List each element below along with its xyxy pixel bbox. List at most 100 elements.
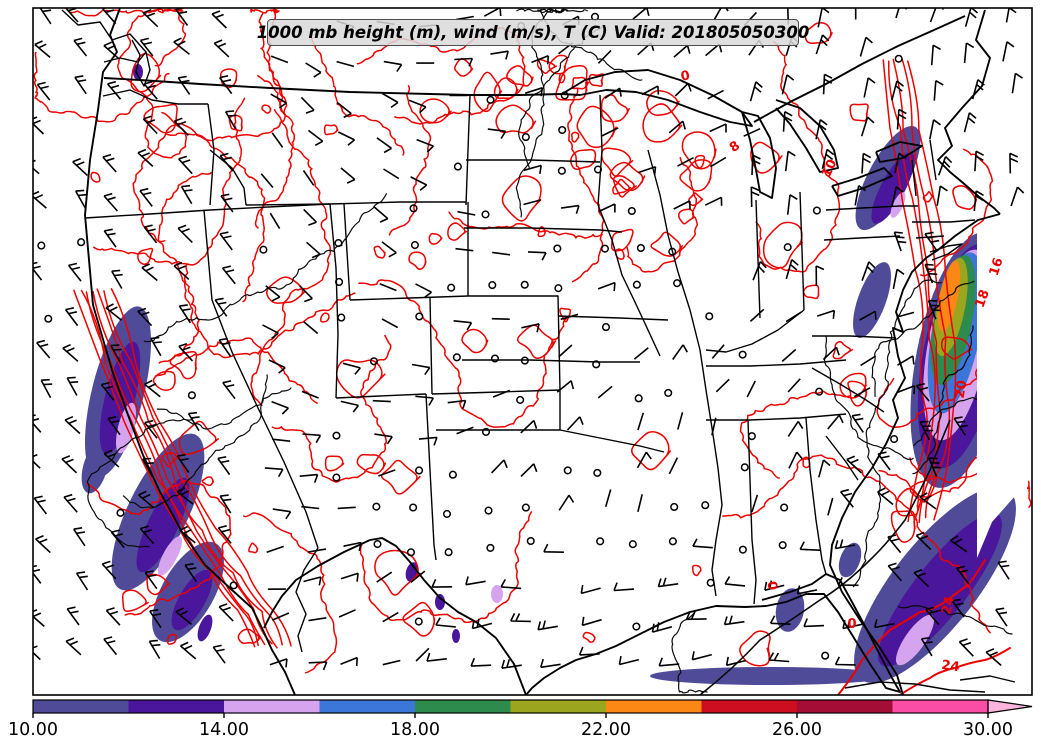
- red-contour: [576, 105, 617, 149]
- calm-circle: [747, 432, 756, 441]
- wind-barb: [997, 560, 1010, 580]
- red-contour-label: 18: [973, 288, 993, 310]
- wind-barb: [751, 494, 759, 513]
- calm-circle: [738, 545, 747, 554]
- wind-barb: [796, 585, 818, 595]
- wind-barb: [892, 268, 905, 290]
- calm-circle: [563, 466, 572, 475]
- wind-barb: [927, 299, 941, 320]
- wind-barb: [971, 79, 985, 100]
- wind-barb: [218, 603, 234, 622]
- calm-circle: [335, 277, 344, 287]
- calm-circle: [259, 245, 268, 254]
- wind-barb: [928, 457, 942, 477]
- wind-barb: [62, 343, 79, 362]
- wind-barb: [139, 37, 154, 57]
- wind-barb: [137, 148, 154, 167]
- wind-barb: [673, 44, 691, 58]
- red-contour-label: 16: [987, 256, 1007, 278]
- wind-barb: [894, 152, 907, 174]
- red-contour: [609, 161, 646, 192]
- domain-gap-polygon: [977, 230, 1031, 558]
- wind-barb: [303, 576, 322, 586]
- wind-barb: [781, 348, 797, 363]
- wind-barb: [893, 231, 907, 252]
- wind-barb: [877, 451, 891, 471]
- wind-barb: [40, 378, 53, 399]
- border-ks-ok: [462, 359, 640, 363]
- border-id-mt: [209, 149, 247, 206]
- wind-barb: [713, 8, 729, 21]
- wind-barb: [64, 307, 79, 327]
- red-contour: [132, 13, 288, 243]
- wind-barb: [212, 644, 226, 664]
- wind-barb: [107, 416, 121, 436]
- calm-circle: [409, 503, 418, 512]
- red-contour: [324, 455, 345, 472]
- wind-barb: [67, 262, 82, 282]
- black-contour: [852, 279, 942, 588]
- wind-barb: [520, 419, 538, 434]
- wind-barb: [471, 618, 493, 630]
- shaded-region: [871, 152, 915, 224]
- wind-barb: [963, 112, 977, 133]
- red-contour: [33, 51, 170, 123]
- calm-circle: [490, 354, 500, 363]
- red-contour: [428, 232, 443, 245]
- calm-circle: [410, 241, 419, 250]
- shaded-region: [491, 585, 503, 603]
- wind-barb: [336, 101, 352, 119]
- plot-title: 1000 mb height (m), wind (m/s), T (C) Va…: [256, 23, 810, 42]
- calm-circle: [706, 578, 715, 587]
- red-contour: [86, 480, 232, 616]
- red-contour-label: 0: [764, 581, 780, 591]
- calm-circle: [372, 502, 381, 511]
- wind-barb: [723, 615, 745, 626]
- border-ky-tn: [706, 359, 847, 367]
- red-contour: [516, 324, 557, 360]
- wind-barb: [376, 571, 393, 583]
- wind-barb: [415, 395, 434, 406]
- wind-barb: [35, 535, 51, 554]
- red-contour: [832, 340, 853, 360]
- red-contour: [495, 104, 537, 134]
- wind-barb: [100, 381, 115, 401]
- black-contour: [699, 419, 951, 695]
- red-contour: [166, 132, 266, 303]
- calm-circle: [673, 279, 682, 288]
- calm-circle: [705, 312, 714, 321]
- wind-barb: [668, 457, 679, 475]
- red-contour: [839, 372, 867, 399]
- wind-barb: [265, 285, 281, 302]
- wind-barb: [995, 607, 1008, 627]
- wind-barb: [769, 615, 791, 625]
- wind-barb: [558, 494, 575, 511]
- wind-barb: [410, 570, 426, 584]
- border-az-nm: [425, 393, 437, 561]
- calm-circle: [821, 651, 830, 660]
- red-contour: [271, 334, 392, 483]
- red-contour: [571, 76, 590, 90]
- calm-circle: [37, 241, 46, 250]
- wind-barb: [143, 80, 158, 100]
- border-vancouver-island: [61, 9, 147, 63]
- shaded-region: [878, 513, 1002, 667]
- wind-barb: [338, 609, 356, 618]
- red-contour: [922, 191, 934, 203]
- border-atlantic-coast: [829, 257, 927, 695]
- wind-barb: [924, 231, 940, 251]
- calm-circle: [415, 466, 424, 475]
- red-contour: [849, 103, 869, 122]
- red-contour: [559, 307, 572, 323]
- wind-barb: [103, 449, 120, 468]
- red-contour: [248, 542, 259, 554]
- wind-barbs-layer: [33, 8, 1025, 671]
- wind-barb: [953, 416, 969, 436]
- wind-barb: [919, 492, 937, 510]
- border-new-england-coast: [925, 213, 1001, 259]
- border-maine-coast: [937, 9, 1001, 215]
- wind-barb: [491, 459, 508, 474]
- calm-circle: [229, 581, 238, 590]
- wind-barb: [177, 224, 193, 243]
- wind-barb: [220, 193, 234, 213]
